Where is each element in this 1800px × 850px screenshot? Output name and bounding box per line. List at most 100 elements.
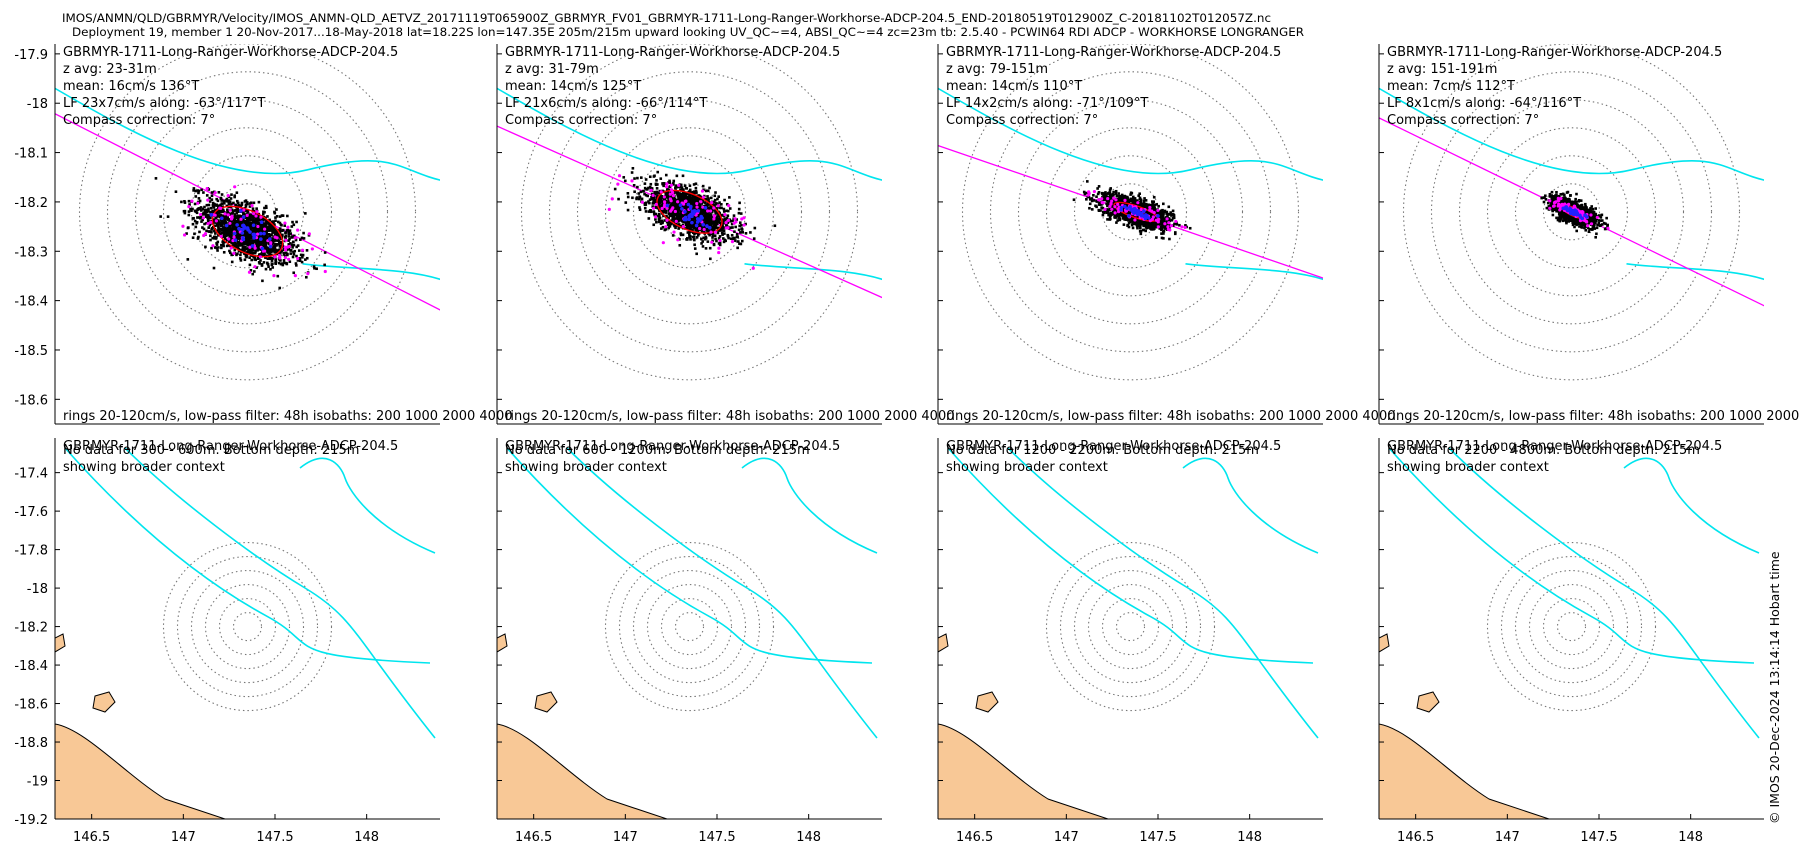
scatter-point [694, 189, 698, 193]
scatter-point [701, 226, 705, 230]
scatter-point [669, 207, 672, 210]
scatter-point [1119, 212, 1123, 216]
scatter-point [697, 206, 701, 209]
scatter-point [1134, 200, 1137, 204]
scatter-point [186, 226, 190, 230]
scatter-point [662, 214, 665, 218]
scatter-point [687, 196, 691, 199]
scatter-point [225, 197, 229, 201]
scatter-point [696, 232, 700, 236]
scatter-point [218, 229, 221, 233]
scatter-point [1120, 195, 1124, 198]
y-tick-label: -17.9 [14, 48, 48, 63]
scatter-point [248, 205, 252, 208]
scatter-point [1169, 211, 1172, 214]
lowpass-point [665, 182, 669, 186]
scatter-point [237, 249, 241, 253]
scatter-point [682, 197, 686, 201]
scatter-point [695, 204, 698, 207]
scatter-point [244, 235, 248, 238]
scatter-point [697, 197, 701, 201]
scatter-point [218, 230, 221, 234]
scatter-point [1160, 232, 1163, 235]
scatter-point [739, 212, 743, 215]
scatter-point [714, 237, 717, 241]
scatter-point [220, 208, 224, 211]
scatter-point [183, 199, 186, 203]
scatter-point [703, 201, 707, 204]
scatter-point [246, 239, 249, 243]
scatter-point [1144, 229, 1148, 233]
scatter-point [677, 212, 681, 216]
lowpass-point [226, 194, 230, 198]
scatter-point [1163, 227, 1167, 230]
scatter-point [740, 224, 743, 227]
scatter-point [277, 248, 281, 252]
ring-circle [548, 71, 831, 353]
scatter-point [265, 219, 269, 222]
scatter-point [677, 223, 681, 226]
scatter-point [266, 251, 270, 254]
scatter-point [185, 232, 188, 235]
scatter-point [263, 243, 266, 247]
scatter-point [694, 197, 697, 201]
scatter-point [274, 258, 278, 262]
scatter-point [196, 208, 199, 212]
scatter-point [1168, 213, 1172, 216]
scatter-point [207, 209, 210, 213]
scatter-point [286, 252, 289, 256]
scatter-point [1155, 203, 1159, 206]
scatter-point [681, 223, 685, 227]
scatter-point [255, 246, 259, 249]
scatter-point [281, 214, 285, 217]
scatter-point [290, 225, 294, 228]
lowpass-point [660, 206, 664, 211]
scatter-point [212, 237, 216, 240]
lowpass-point [190, 199, 194, 203]
scatter-point [677, 204, 681, 207]
scatter-point [703, 222, 706, 225]
scatter-point [644, 178, 648, 181]
lowpass-point [239, 217, 243, 221]
scatter-point [214, 236, 218, 240]
isobath-line [497, 87, 882, 181]
scatter-point [723, 218, 727, 221]
scatter-point [677, 199, 681, 202]
scatter-point [293, 249, 297, 253]
mean-point [259, 237, 263, 241]
lowpass-point [610, 197, 614, 201]
scatter-point [1151, 224, 1155, 228]
scatter-point [1161, 224, 1165, 228]
scatter-point [1137, 194, 1141, 197]
mean-point [690, 220, 694, 225]
scatter-point [287, 232, 291, 236]
scatter-point [259, 259, 262, 262]
scatter-point [255, 249, 259, 252]
scatter-point [675, 191, 678, 195]
scatter-point [704, 247, 708, 250]
plot-area [497, 44, 882, 381]
instrument-label: GBRMYR-1711-Long-Ranger-Workhorse-ADCP-2… [505, 45, 840, 60]
scatter-point [244, 216, 248, 220]
scatter-point [653, 190, 656, 194]
scatter-point [234, 203, 238, 207]
scatter-point [1103, 211, 1106, 215]
scatter-point [215, 197, 218, 201]
scatter-point [188, 203, 191, 206]
scatter-point [692, 238, 696, 241]
scatter-point [693, 243, 696, 247]
mean-point [665, 203, 670, 208]
scatter-point [1085, 198, 1088, 201]
scatter-point [213, 203, 216, 207]
scatter-point [1094, 204, 1097, 208]
scatter-point [239, 233, 243, 237]
scatter-point [1150, 214, 1153, 218]
scatter-point [643, 206, 647, 210]
scatter-point [275, 215, 279, 218]
scatter-point [292, 271, 296, 275]
ring-circle [604, 127, 775, 297]
y-tick-label: -18.1 [14, 147, 48, 162]
scatter-point [740, 239, 744, 243]
scatter-point [1161, 208, 1164, 212]
scatter-point [698, 213, 702, 216]
